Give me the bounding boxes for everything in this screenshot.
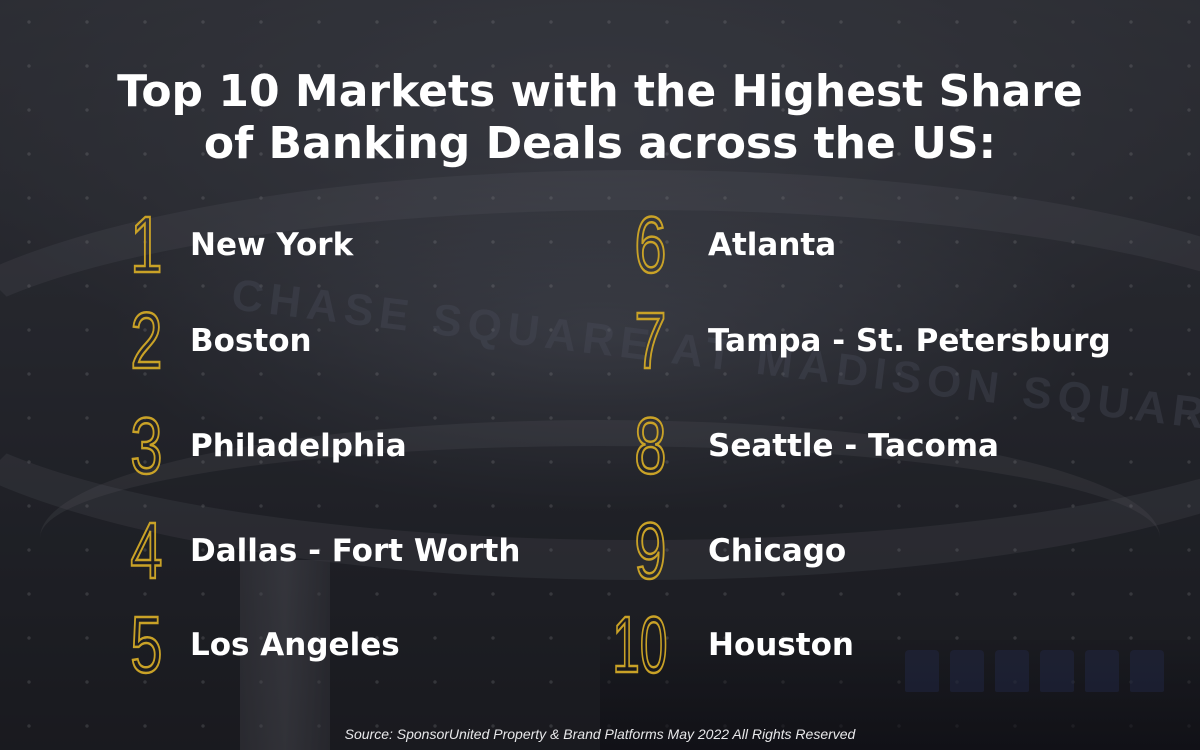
rank-number: 6 (633, 200, 667, 289)
market-name: Seattle - Tacoma (708, 428, 999, 464)
market-name: Tampa - St. Petersburg (708, 323, 1111, 359)
rank-number: 4 (129, 506, 163, 595)
title-line-2: of Banking Deals across the US: (203, 118, 997, 169)
market-name: Chicago (708, 533, 847, 569)
source-citation: Source: SponsorUnited Property & Brand P… (344, 726, 856, 742)
rank-number: 5 (129, 600, 163, 689)
market-name: Philadelphia (190, 428, 407, 464)
background-jersey (1130, 650, 1164, 692)
market-name: Los Angeles (190, 627, 400, 663)
rank-number: 3 (129, 401, 163, 490)
market-name: Atlanta (708, 227, 837, 263)
background-jersey (905, 650, 939, 692)
rank-number: 10 (612, 600, 669, 689)
rank-number: 1 (129, 200, 163, 289)
rank-number: 7 (633, 296, 667, 385)
background-jersey (1085, 650, 1119, 692)
market-name: Dallas - Fort Worth (190, 533, 521, 569)
background-jersey (995, 650, 1029, 692)
title-line-1: Top 10 Markets with the Highest Share (117, 66, 1083, 117)
rank-number: 9 (633, 506, 667, 595)
page-title: Top 10 Markets with the Highest Share of… (0, 66, 1200, 170)
background-jersey (1040, 650, 1074, 692)
market-name: Houston (708, 627, 854, 663)
background-pillar (240, 560, 330, 750)
market-name: New York (190, 227, 354, 263)
background-jersey (950, 650, 984, 692)
market-name: Boston (190, 323, 312, 359)
rank-number: 2 (129, 296, 163, 385)
rank-number: 8 (633, 401, 667, 490)
